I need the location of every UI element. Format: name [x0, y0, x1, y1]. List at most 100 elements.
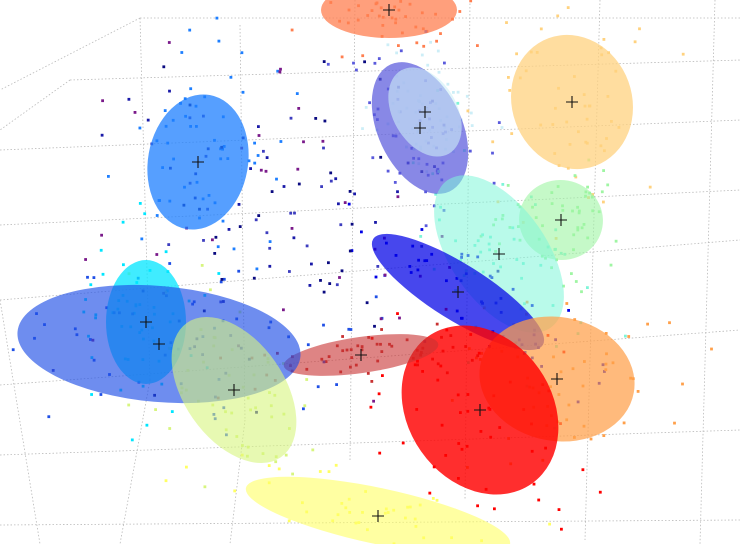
- data-point: [320, 185, 323, 188]
- data-point: [188, 28, 192, 32]
- cluster-center-mark-c1: [383, 4, 395, 16]
- data-point: [469, 111, 473, 115]
- cluster-center-mark-c9: [551, 373, 563, 385]
- data-point: [122, 263, 125, 267]
- data-point: [429, 40, 432, 44]
- data-point: [328, 282, 332, 285]
- data-point: [555, 258, 558, 262]
- data-point: [146, 118, 150, 122]
- data-point: [202, 239, 205, 242]
- grid-line: [0, 79, 71, 131]
- data-point: [586, 286, 589, 289]
- data-point: [229, 75, 233, 79]
- data-point: [646, 322, 649, 326]
- data-point: [338, 276, 341, 279]
- data-point: [209, 288, 212, 292]
- data-point: [437, 70, 441, 74]
- data-point: [164, 479, 168, 483]
- data-point: [220, 278, 224, 281]
- data-point: [435, 498, 439, 502]
- data-point: [432, 465, 436, 469]
- data-point: [291, 472, 294, 476]
- data-point: [89, 283, 93, 287]
- data-point: [257, 214, 261, 217]
- data-point: [339, 223, 343, 227]
- data-point: [297, 107, 301, 110]
- data-point: [636, 390, 640, 393]
- data-point: [386, 43, 390, 47]
- cluster-center-mark-c7: [493, 248, 505, 260]
- data-point: [458, 10, 462, 13]
- data-point: [347, 202, 351, 206]
- data-point: [347, 327, 351, 331]
- data-point: [275, 177, 278, 181]
- cluster-center-mark-c2: [566, 96, 578, 108]
- data-point: [491, 151, 494, 155]
- data-point: [396, 312, 399, 315]
- data-point: [282, 308, 285, 312]
- data-point: [292, 236, 296, 240]
- data-point: [167, 243, 171, 246]
- cluster-center-mark-c6: [555, 214, 567, 226]
- data-point: [380, 328, 383, 331]
- data-point: [140, 237, 144, 241]
- data-point: [297, 182, 301, 186]
- grid-line: [0, 299, 41, 544]
- data-point: [326, 62, 330, 66]
- data-point: [369, 405, 373, 409]
- data-point: [353, 192, 356, 196]
- grid-line: [0, 519, 741, 526]
- data-point: [681, 382, 684, 386]
- data-point: [350, 222, 354, 226]
- data-point: [279, 67, 282, 71]
- cluster-center-mark-c4: [414, 122, 426, 134]
- data-point: [370, 380, 374, 383]
- data-point: [268, 240, 272, 243]
- cluster-center-mark-c15: [372, 510, 384, 522]
- data-point: [377, 392, 381, 396]
- data-point: [361, 127, 364, 130]
- data-point: [303, 404, 307, 408]
- data-point: [200, 264, 204, 267]
- data-point: [290, 227, 294, 230]
- data-point: [322, 146, 325, 150]
- data-point: [381, 374, 384, 377]
- data-point: [264, 169, 268, 173]
- data-point: [164, 250, 168, 254]
- data-point: [350, 249, 354, 252]
- data-point: [214, 235, 218, 239]
- data-point: [308, 284, 312, 287]
- data-point: [296, 167, 300, 171]
- data-point: [424, 190, 427, 194]
- data-point: [101, 99, 104, 103]
- data-point: [265, 156, 269, 159]
- data-point: [581, 468, 585, 472]
- data-point: [548, 522, 551, 526]
- data-point: [314, 117, 318, 120]
- data-point: [589, 437, 593, 441]
- data-point: [497, 121, 501, 124]
- data-point: [262, 149, 265, 153]
- data-point: [253, 141, 256, 145]
- data-point: [253, 161, 257, 165]
- data-point: [622, 421, 626, 425]
- data-point: [127, 403, 131, 407]
- data-point: [586, 185, 589, 189]
- data-point: [573, 174, 577, 177]
- data-point: [366, 372, 370, 375]
- data-point: [377, 57, 381, 60]
- data-point: [539, 27, 543, 31]
- data-point: [465, 94, 469, 98]
- data-point: [602, 169, 605, 172]
- data-point: [508, 89, 512, 92]
- data-point: [213, 252, 217, 255]
- ellipse-layer: [17, 0, 635, 544]
- data-point: [189, 87, 193, 91]
- data-point: [170, 410, 174, 413]
- data-point: [185, 465, 188, 469]
- data-point: [606, 183, 610, 187]
- data-point: [469, 0, 473, 3]
- data-point: [329, 179, 333, 183]
- grid-line: [0, 119, 741, 151]
- cluster-ellipse-c1: [321, 0, 457, 38]
